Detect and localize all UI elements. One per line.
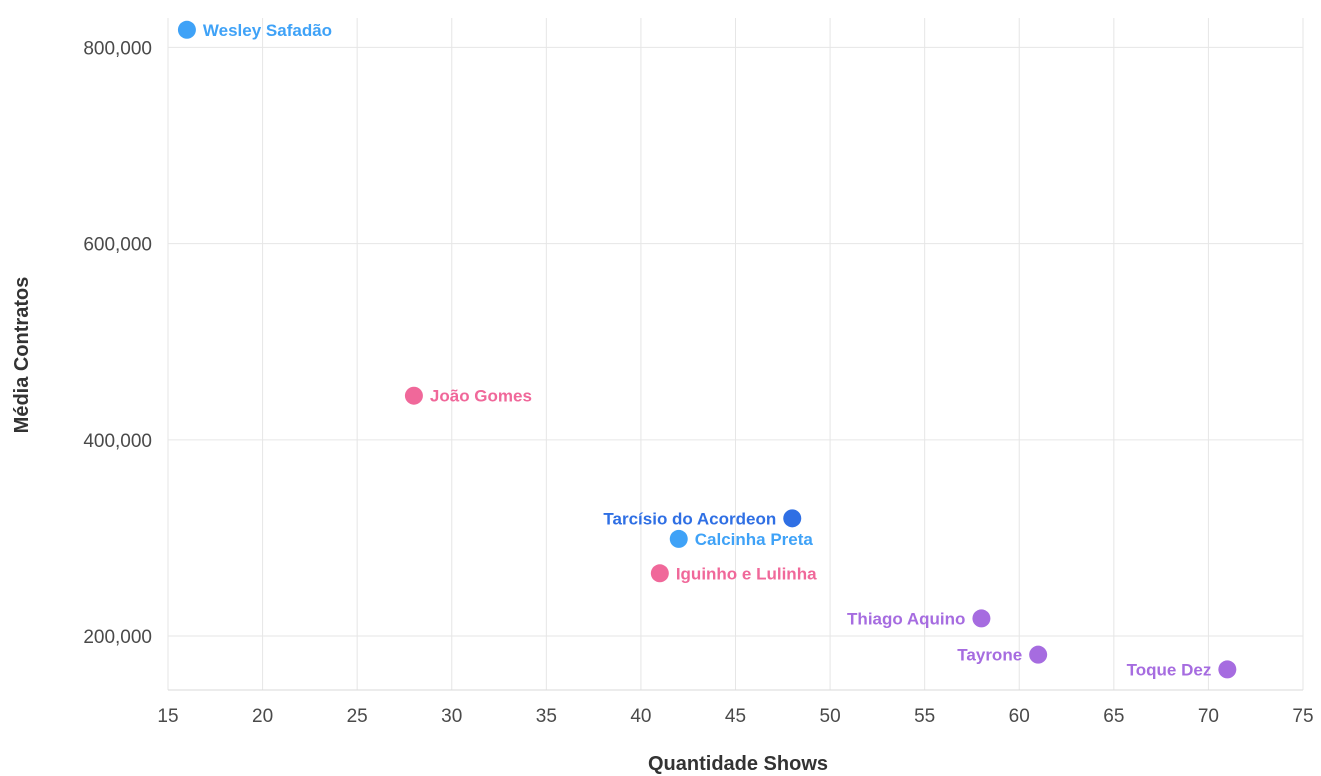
x-tick-label: 40 [630,706,651,727]
y-tick-label: 400,000 [83,431,152,452]
x-tick-label: 75 [1292,706,1313,727]
data-point-label: Tayrone [957,646,1022,665]
data-point[interactable] [1029,645,1048,664]
x-axis-ticks: 15 20 25 30 35 40 45 50 55 60 65 70 75 [157,706,1313,727]
data-points: Wesley Safadão João Gomes Tarcísio do Acor… [177,20,1237,679]
x-tick-label: 30 [441,706,462,727]
y-axis-title: Média Contratos [11,277,33,434]
data-point[interactable] [783,509,802,528]
data-point-label: Tarcísio do Acordeon [603,509,776,528]
data-point-label: Thiago Aquino [847,609,965,628]
x-tick-label: 60 [1009,706,1030,727]
y-tick-label: 800,000 [83,38,152,59]
data-point[interactable] [669,529,688,548]
data-point[interactable] [972,609,991,628]
data-point[interactable] [650,564,669,583]
x-tick-label: 35 [536,706,557,727]
data-point[interactable] [177,20,196,39]
data-point-label: Iguinho e Lulinha [676,564,817,583]
x-tick-label: 55 [914,706,935,727]
data-point-label: Wesley Safadão [203,21,332,40]
data-point-label: João Gomes [430,387,532,406]
y-axis-ticks: 200,000 400,000 600,000 800,000 [83,38,152,648]
x-tick-label: 45 [725,706,746,727]
x-axis-title: Quantidade Shows [648,753,828,775]
y-tick-label: 600,000 [83,235,152,256]
data-point-label: Toque Dez [1127,660,1212,679]
x-tick-label: 15 [157,706,178,727]
data-point[interactable] [404,386,423,405]
x-tick-label: 70 [1198,706,1219,727]
data-point[interactable] [1218,660,1237,679]
y-tick-label: 200,000 [83,627,152,648]
x-tick-label: 25 [347,706,368,727]
x-tick-label: 20 [252,706,273,727]
x-tick-label: 65 [1103,706,1124,727]
grid-lines [167,18,1304,691]
x-tick-label: 50 [820,706,841,727]
data-point-label: Calcinha Preta [695,530,814,549]
